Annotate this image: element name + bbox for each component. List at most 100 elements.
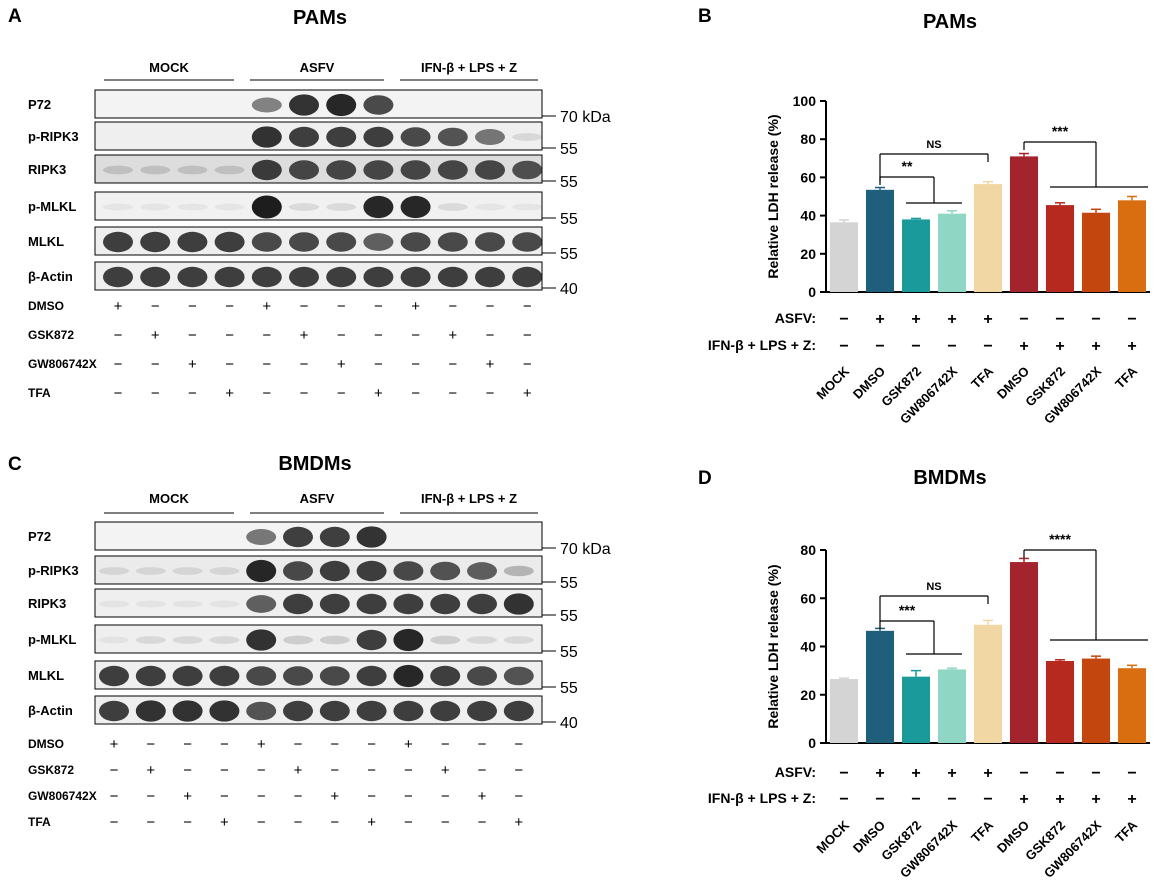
blot-band — [393, 561, 424, 581]
blot-band — [503, 700, 534, 722]
treatment-sign: − — [478, 762, 487, 779]
bar-chart-panel-b: 0 20 40 60 80 100 Relative LDH release (%) MOCK… — [708, 93, 1150, 427]
group-label: MOCK — [149, 60, 189, 75]
blot-band — [283, 526, 313, 548]
blot-band — [172, 636, 203, 644]
blot-band — [246, 529, 277, 545]
treatment-sign: − — [330, 736, 339, 753]
treatment-sign: − — [220, 788, 229, 805]
bar — [973, 184, 1003, 292]
blot-band — [140, 266, 171, 288]
treatment-sign: + — [404, 736, 413, 753]
treatment-label: TFA — [28, 386, 51, 400]
treatment-sign: − — [300, 298, 309, 315]
blot-band — [209, 700, 240, 722]
bar — [865, 189, 895, 292]
blot-band — [326, 232, 357, 252]
blot-band — [326, 160, 357, 180]
bar — [973, 624, 1003, 743]
blot-band — [430, 593, 461, 615]
blot-band — [503, 666, 534, 686]
blot-band — [467, 700, 497, 722]
ifn-sign: − — [983, 791, 992, 808]
treatment-sign: − — [300, 385, 309, 402]
treatment-sign: + — [478, 788, 487, 805]
treatment-sign: − — [151, 385, 160, 402]
treatment-sign: − — [523, 356, 532, 373]
ifn-sign: + — [1055, 338, 1064, 355]
protein-label: MLKL — [28, 234, 64, 249]
significance-label: *** — [1052, 123, 1069, 139]
significance-label: NS — [926, 139, 941, 151]
y-tick-label: 40 — [800, 208, 816, 224]
ifn-sign: − — [875, 338, 884, 355]
blot-band — [437, 266, 468, 288]
blot-band — [356, 560, 387, 582]
treatment-sign: − — [146, 814, 155, 831]
asfv-row-label: ASFV: — [775, 764, 816, 780]
treatment-sign: − — [330, 814, 339, 831]
asfv-sign: − — [839, 311, 848, 328]
ifn-sign: − — [983, 338, 992, 355]
blot-band — [289, 203, 319, 211]
treatment-sign: + — [110, 736, 119, 753]
blot-band — [172, 665, 203, 687]
bar — [901, 676, 931, 743]
y-axis-label: Relative LDH release (%) — [765, 114, 781, 278]
blot-band — [437, 232, 468, 252]
bar — [829, 679, 859, 743]
treatment-sign: − — [225, 356, 234, 373]
group-label: IFN-β + LPS + Z — [421, 491, 517, 506]
blot-band — [475, 203, 505, 211]
blot-band — [214, 203, 245, 211]
ifn-sign: + — [1055, 791, 1064, 808]
blot-band — [319, 635, 350, 645]
category-label: TFA — [968, 363, 996, 391]
ifn-row-label: IFN-β + LPS + Z: — [708, 790, 816, 806]
protein-label: p-RIPK3 — [28, 563, 79, 578]
treatment-sign: + — [220, 814, 229, 831]
marker-label: 55 — [560, 608, 578, 625]
blot-band — [430, 700, 461, 722]
blot-band — [283, 635, 313, 645]
ifn-sign: − — [947, 338, 956, 355]
asfv-sign: + — [911, 765, 920, 782]
treatment-sign: − — [441, 788, 450, 805]
significance-label: ** — [902, 158, 913, 174]
blot-band — [283, 593, 313, 615]
protein-label: p-MLKL — [28, 199, 76, 214]
treatment-sign: − — [225, 327, 234, 344]
western-blot-panel-c: MOCK ASFV IFN-β + LPS + Z P72 70 kDa p-RIPK3 5… — [28, 491, 611, 831]
protein-label: P72 — [28, 529, 51, 544]
ifn-sign: − — [911, 338, 920, 355]
ifn-sign: + — [1127, 338, 1136, 355]
treatment-sign: − — [225, 298, 234, 315]
blot-band — [326, 266, 357, 288]
asfv-sign: − — [1091, 765, 1100, 782]
treatment-sign: − — [183, 762, 192, 779]
category-label: TFA — [1112, 363, 1140, 391]
ifn-row-label: IFN-β + LPS + Z: — [708, 337, 816, 353]
panel-letter-b: B — [698, 6, 712, 27]
treatment-sign: + — [514, 814, 523, 831]
group-label: ASFV — [300, 60, 335, 75]
group-label: ASFV — [300, 491, 335, 506]
ifn-sign: − — [911, 791, 920, 808]
treatment-sign: − — [514, 762, 523, 779]
asfv-sign: − — [1019, 311, 1028, 328]
asfv-sign: − — [1091, 311, 1100, 328]
blot-band — [363, 126, 394, 148]
blot-band — [289, 160, 319, 180]
blot-band — [140, 231, 171, 253]
treatment-sign: + — [367, 814, 376, 831]
blot-band — [209, 665, 240, 687]
asfv-sign: − — [1055, 311, 1064, 328]
bar — [1009, 562, 1039, 743]
western-blot-panel-a: MOCK ASFV IFN-β + LPS + Z P72 70 kDa p-RIPK3 5… — [28, 60, 611, 402]
blot-band — [209, 567, 240, 575]
blot-band — [209, 600, 240, 608]
blot-band — [214, 266, 245, 288]
blot-band — [172, 600, 203, 608]
treatment-sign: − — [514, 788, 523, 805]
ifn-sign: − — [839, 338, 848, 355]
